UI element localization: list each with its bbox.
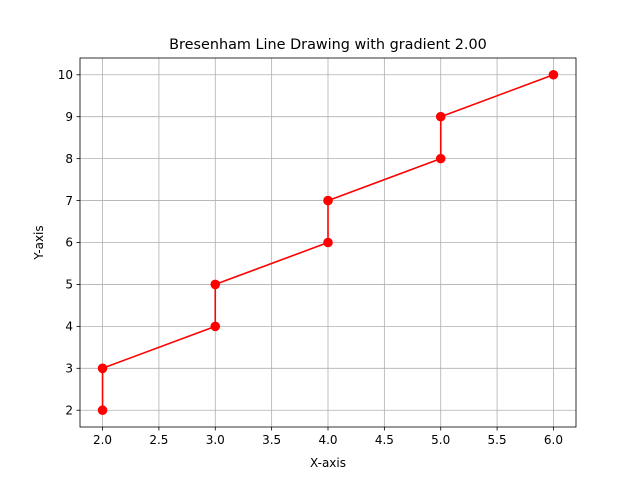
x-tick-label: 6.0 [544, 433, 563, 447]
chart-title: Bresenham Line Drawing with gradient 2.0… [169, 37, 487, 53]
x-tick-label: 4.0 [318, 433, 337, 447]
y-tick-label: 6 [65, 236, 73, 250]
y-tick-label: 2 [65, 403, 73, 417]
data-point [323, 195, 333, 206]
x-ticks: 2.0 2.5 3.0 3.5 4.0 4.5 5.0 5.5 6.0 [93, 427, 563, 447]
x-tick-label: 4.5 [375, 433, 394, 447]
y-tick-label: 5 [65, 278, 73, 292]
grid-lines [80, 58, 576, 427]
x-tick-label: 5.5 [488, 433, 507, 447]
data-point [97, 363, 108, 374]
data-point [435, 111, 446, 122]
y-tick-label: 9 [65, 110, 73, 124]
data-point [210, 279, 221, 290]
data-point [97, 405, 108, 416]
y-tick-label: 10 [58, 68, 73, 82]
x-tick-label: 3.5 [262, 433, 281, 447]
y-tick-label: 4 [65, 320, 73, 334]
data-point [548, 69, 559, 80]
series-layer [97, 69, 559, 416]
x-tick-label: 3.0 [206, 433, 225, 447]
y-tick-label: 3 [65, 361, 73, 375]
y-tick-label: 8 [65, 152, 73, 166]
x-tick-label: 2.0 [93, 433, 112, 447]
y-axis-label: Y-axis [32, 225, 46, 260]
y-ticks: 2 3 4 5 6 7 8 9 10 [58, 68, 80, 417]
data-point [323, 237, 333, 248]
y-tick-label: 7 [65, 194, 73, 208]
data-point [210, 321, 221, 332]
x-tick-label: 2.5 [149, 433, 168, 447]
x-axis-label: X-axis [310, 456, 346, 470]
x-tick-label: 5.0 [431, 433, 450, 447]
data-point [435, 153, 446, 164]
